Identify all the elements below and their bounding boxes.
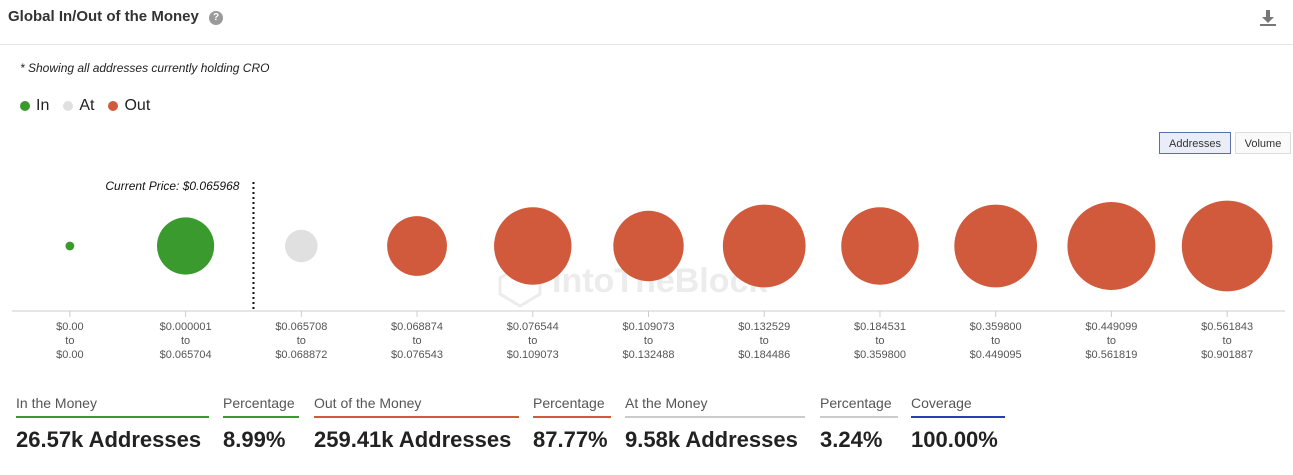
summary-value-coverage: 100.00% [911, 427, 998, 452]
x-label-to-word: to [297, 335, 306, 347]
x-label-from: $0.065708 [275, 321, 327, 333]
summary-label-coverage: Coverage [911, 395, 1005, 418]
current-price-label: Current Price: $0.065968 [105, 179, 239, 193]
x-label-from: $0.00 [56, 321, 84, 333]
summary-label-in: In the Money [16, 395, 209, 418]
summary-label-at-pct: Percentage [820, 395, 898, 418]
x-label-to: $0.065704 [160, 349, 212, 361]
legend-item-out[interactable]: Out [108, 97, 150, 115]
x-label-from: $0.184531 [854, 321, 906, 333]
addresses-toggle-button[interactable]: Addresses [1159, 132, 1231, 154]
x-label-to: $0.00 [56, 349, 84, 361]
x-label-from: $0.132529 [738, 321, 790, 333]
x-label-to-word: to [760, 335, 769, 347]
summary-value-out-pct: 87.77% [533, 427, 608, 452]
summary-value-at: 9.58k Addresses [625, 427, 798, 452]
legend-item-in[interactable]: In [20, 97, 49, 115]
legend-label-at: At [79, 97, 95, 114]
summary-at-the-money: At the Money 9.58k Addresses [625, 395, 805, 453]
x-label-to-word: to [875, 335, 884, 347]
x-label-to-word: to [412, 335, 421, 347]
x-label-from: $0.449099 [1085, 321, 1137, 333]
summary-at-percentage: Percentage 3.24% [820, 395, 898, 453]
legend-label-out: Out [124, 97, 151, 114]
bubble-out-6[interactable] [722, 204, 806, 288]
x-label-to-word: to [528, 335, 537, 347]
x-label-from: $0.076544 [507, 321, 559, 333]
summary-coverage: Coverage 100.00% [911, 395, 1005, 453]
x-label-to: $0.449095 [970, 349, 1022, 361]
x-label-to: $0.132488 [623, 349, 675, 361]
x-label-to: $0.076543 [391, 349, 443, 361]
x-label-to: $0.109073 [507, 349, 559, 361]
x-label-to: $0.901887 [1201, 349, 1253, 361]
bubble-out-5[interactable] [613, 210, 684, 282]
x-label-to-word: to [65, 335, 74, 347]
legend-dot-out [108, 101, 119, 111]
summary-value-in: 26.57k Addresses [16, 427, 202, 452]
holding-note: * Showing all addresses currently holdin… [20, 61, 270, 75]
legend-label-in: In [36, 97, 50, 114]
bubble-out-10[interactable] [1181, 200, 1273, 292]
x-label-to-word: to [991, 335, 1000, 347]
summary-label-in-pct: Percentage [223, 395, 299, 418]
legend-dot-in [20, 101, 30, 111]
summary-out-of-the-money: Out of the Money 259.41k Addresses [314, 395, 519, 453]
volume-toggle-button[interactable]: Volume [1235, 132, 1291, 154]
x-label-to-word: to [1223, 335, 1232, 347]
summary-label-out: Out of the Money [314, 395, 519, 418]
x-label-to: $0.184486 [738, 349, 790, 361]
x-label-from: $0.109073 [623, 321, 675, 333]
bubble-out-7[interactable] [841, 207, 919, 285]
summary-value-at-pct: 3.24% [820, 427, 883, 452]
summary-value-out: 259.41k Addresses [314, 427, 512, 452]
bubble-out-8[interactable] [954, 204, 1038, 288]
summary-value-in-pct: 8.99% [223, 427, 286, 452]
x-label-from: $0.561843 [1201, 321, 1253, 333]
x-label-from: $0.359800 [970, 321, 1022, 333]
x-label-from: $0.068874 [391, 321, 443, 333]
x-label-to-word: to [1107, 335, 1116, 347]
x-label-to: $0.359800 [854, 349, 906, 361]
bubble-out-9[interactable] [1067, 202, 1156, 290]
x-label-from: $0.000001 [160, 321, 212, 333]
legend-dot-at [63, 101, 74, 111]
header: Global In/Out of the Money ? [0, 0, 1293, 45]
bubble-at-2[interactable] [285, 229, 318, 263]
download-icon[interactable] [1258, 8, 1278, 28]
legend-item-at[interactable]: At [63, 97, 94, 115]
x-label-to: $0.561819 [1085, 349, 1137, 361]
x-label-to: $0.068872 [275, 349, 327, 361]
x-label-to-word: to [181, 335, 190, 347]
legend: In At Out [20, 97, 150, 115]
summary-in-the-money: In the Money 26.57k Addresses [16, 395, 209, 453]
bubble-chart: IntoTheBlock $0.00to$0.00$0.000001to$0.0… [12, 179, 1285, 361]
bubble-in-1[interactable] [156, 217, 215, 275]
bubble-out-3[interactable] [387, 216, 447, 276]
page-title: Global In/Out of the Money [8, 8, 199, 25]
summary-label-at: At the Money [625, 395, 805, 418]
x-label-to-word: to [644, 335, 653, 347]
bubble-out-4[interactable] [494, 207, 572, 285]
summary-label-out-pct: Percentage [533, 395, 611, 418]
question-mark-icon[interactable]: ? [209, 11, 223, 25]
summary-in-percentage: Percentage 8.99% [223, 395, 299, 453]
summary-out-percentage: Percentage 87.77% [533, 395, 611, 453]
bubble-in-0[interactable] [65, 241, 75, 251]
